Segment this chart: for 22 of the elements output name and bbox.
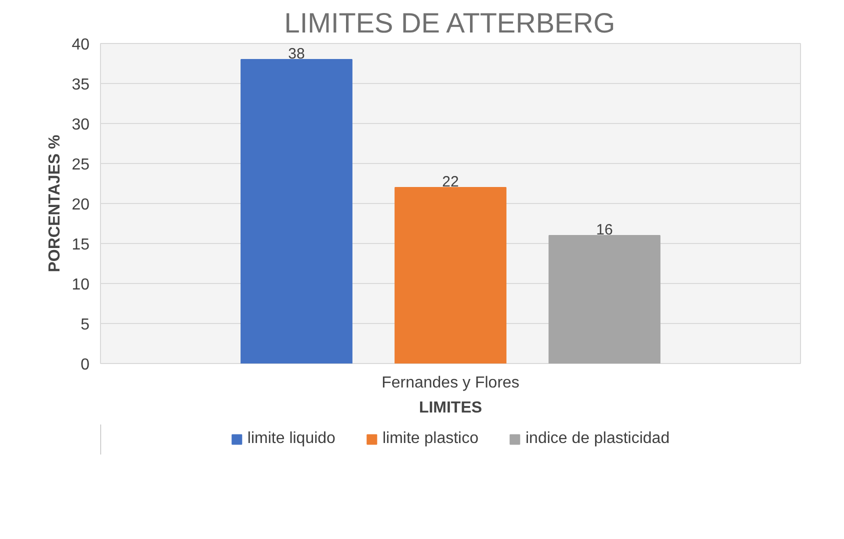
chart-title: LIMITES DE ATTERBERG xyxy=(284,8,616,38)
data-label: 38 xyxy=(288,46,305,62)
bar xyxy=(394,187,506,364)
x-axis-title: LIMITES xyxy=(418,400,482,416)
y-axis-title: PORCENTAJES % xyxy=(46,134,64,272)
y-tick-label: 30 xyxy=(72,116,90,134)
y-tick-label: 0 xyxy=(80,356,90,374)
bar xyxy=(548,235,660,364)
y-tick-label: 15 xyxy=(72,236,90,254)
legend-label: indice de plasticidad xyxy=(525,430,670,448)
data-label: 16 xyxy=(596,222,613,238)
y-tick-label: 35 xyxy=(72,76,90,94)
bar xyxy=(240,59,352,364)
x-tick-label: Fernandes y Flores xyxy=(382,374,520,392)
y-tick-label: 40 xyxy=(72,36,90,54)
data-label: 22 xyxy=(442,174,459,190)
y-tick-label: 25 xyxy=(72,156,90,174)
legend-label: limite plastico xyxy=(382,430,478,448)
legend-label: limite liquido xyxy=(247,430,336,448)
y-tick-label: 20 xyxy=(72,196,90,214)
y-tick-label: 10 xyxy=(72,276,90,294)
y-tick-label: 5 xyxy=(80,316,90,334)
